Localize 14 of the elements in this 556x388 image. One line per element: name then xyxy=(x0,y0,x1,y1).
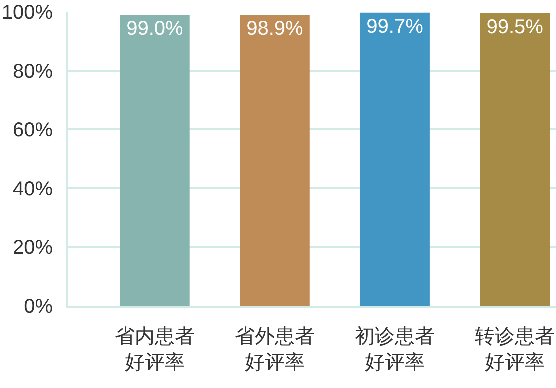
y-tick-label: 40% xyxy=(12,178,54,200)
data-label: 99.5% xyxy=(486,16,544,38)
data-label: 99.0% xyxy=(126,18,184,40)
y-tick-label: 60% xyxy=(12,120,54,142)
x-tick-label: 转诊患者好评率 xyxy=(475,326,556,374)
y-tick-label: 0% xyxy=(24,296,54,318)
y-tick-label: 20% xyxy=(12,237,54,260)
y-tick-label: 80% xyxy=(12,60,54,83)
y-tick-label: 100% xyxy=(2,2,54,24)
data-label: 99.7% xyxy=(366,16,424,38)
data-label: 98.9% xyxy=(246,18,304,40)
x-tick-label: 省内患者好评率 xyxy=(115,326,196,374)
x-tick-label: 省外患者好评率 xyxy=(235,326,316,374)
x-tick-label: 初诊患者好评率 xyxy=(355,326,436,374)
